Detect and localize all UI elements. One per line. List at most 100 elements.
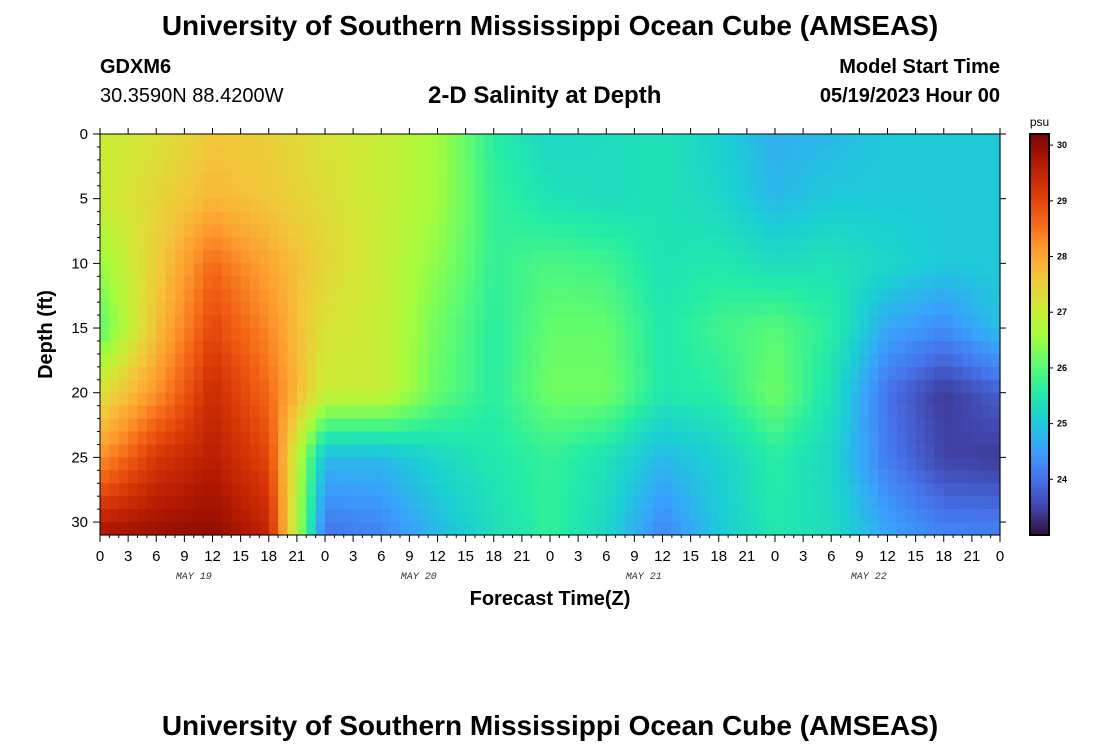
heatmap-cell — [625, 263, 635, 277]
heatmap-cell — [718, 366, 729, 381]
heatmap-cell — [709, 185, 720, 200]
heatmap-cell — [718, 250, 729, 264]
heatmap-cell — [193, 470, 204, 484]
heatmap-cell — [231, 198, 242, 213]
heatmap-cell — [137, 353, 148, 368]
heatmap-cell — [934, 211, 945, 226]
heatmap-cell — [653, 146, 664, 161]
heatmap-cell — [381, 198, 392, 213]
heatmap-cell — [475, 146, 485, 161]
heatmap-cell — [671, 328, 682, 342]
heatmap-cell — [578, 418, 589, 433]
heatmap-cell — [756, 470, 767, 484]
heatmap-cell — [596, 276, 607, 290]
heatmap-cell — [625, 431, 635, 446]
heatmap-cell — [381, 457, 392, 471]
heatmap-cell — [109, 315, 120, 329]
heatmap-cell — [475, 276, 485, 290]
heatmap-cell — [231, 483, 242, 497]
heatmap-cell — [137, 444, 148, 458]
heatmap-cell — [775, 444, 785, 458]
heatmap-cell — [634, 211, 645, 226]
heatmap-cell — [915, 276, 926, 290]
x-tick-label: 21 — [739, 548, 756, 565]
heatmap-cell — [943, 211, 954, 226]
heatmap-cell — [259, 289, 270, 303]
heatmap-cell — [681, 431, 692, 446]
heatmap-cell — [756, 379, 767, 394]
heatmap-cell — [943, 457, 954, 471]
heatmap-cell — [934, 328, 945, 342]
heatmap-cell — [812, 237, 823, 252]
heatmap-cell — [962, 340, 973, 355]
heatmap-cell — [109, 211, 120, 226]
heatmap-cell — [259, 340, 270, 355]
heatmap-cell — [512, 211, 523, 226]
heatmap-cell — [512, 431, 523, 446]
heatmap-cell — [343, 470, 354, 484]
heatmap-cell — [400, 483, 410, 497]
heatmap-cell — [596, 211, 607, 226]
colorbar-tick-label: 30 — [1057, 140, 1067, 150]
heatmap-cell — [746, 276, 757, 290]
heatmap-cell — [503, 211, 514, 226]
heatmap-cell — [709, 353, 720, 368]
heatmap-cell — [259, 250, 270, 264]
heatmap-cell — [821, 289, 832, 303]
heatmap-cell — [137, 198, 148, 213]
heatmap-cell — [887, 302, 898, 316]
heatmap-cell — [203, 379, 214, 394]
heatmap-cell — [615, 418, 626, 433]
heatmap-cell — [109, 289, 120, 303]
heatmap-cell — [578, 250, 589, 264]
heatmap-cell — [100, 431, 110, 446]
heatmap-cell — [278, 159, 289, 174]
heatmap-cell — [390, 185, 401, 200]
heatmap-cell — [596, 509, 607, 523]
heatmap-cell — [175, 457, 185, 471]
heatmap-cell — [962, 405, 973, 420]
heatmap-cell — [606, 431, 617, 446]
heatmap-cell — [456, 185, 467, 200]
heatmap-cell — [287, 366, 298, 381]
heatmap-cell — [362, 159, 373, 174]
heatmap-cell — [128, 405, 139, 420]
heatmap-cell — [437, 328, 448, 342]
heatmap-cell — [428, 159, 439, 174]
heatmap-cell — [868, 379, 879, 394]
heatmap-cell — [709, 237, 720, 252]
heatmap-cell — [831, 224, 842, 239]
heatmap-cell — [193, 457, 204, 471]
heatmap-cell — [859, 392, 870, 407]
heatmap-cell — [737, 418, 748, 433]
heatmap-cell — [737, 315, 748, 329]
heatmap-cell — [184, 522, 195, 536]
heatmap-cell — [728, 353, 739, 368]
heatmap-cell — [325, 418, 335, 433]
heatmap-cell — [212, 353, 223, 368]
heatmap-cell — [662, 431, 673, 446]
heatmap-cell — [887, 522, 898, 536]
heatmap-cell — [296, 250, 307, 264]
heatmap-cell — [231, 431, 242, 446]
heatmap-cell — [850, 483, 860, 497]
heatmap-cell — [493, 470, 504, 484]
heatmap-cell — [296, 263, 307, 277]
heatmap-cell — [343, 457, 354, 471]
heatmap-cell — [662, 315, 673, 329]
heatmap-cell — [146, 211, 157, 226]
heatmap-cell — [559, 457, 570, 471]
heatmap-cell — [100, 159, 110, 174]
heatmap-cell — [681, 159, 692, 174]
heatmap-cell — [681, 198, 692, 213]
heatmap-cell — [953, 211, 964, 226]
heatmap-cell — [840, 198, 851, 213]
heatmap-cell — [212, 366, 223, 381]
heatmap-cell — [756, 392, 767, 407]
heatmap-cell — [109, 185, 120, 200]
heatmap-cell — [878, 496, 889, 510]
heatmap-cell — [868, 198, 879, 213]
heatmap-cell — [690, 392, 701, 407]
heatmap-cell — [268, 146, 279, 161]
